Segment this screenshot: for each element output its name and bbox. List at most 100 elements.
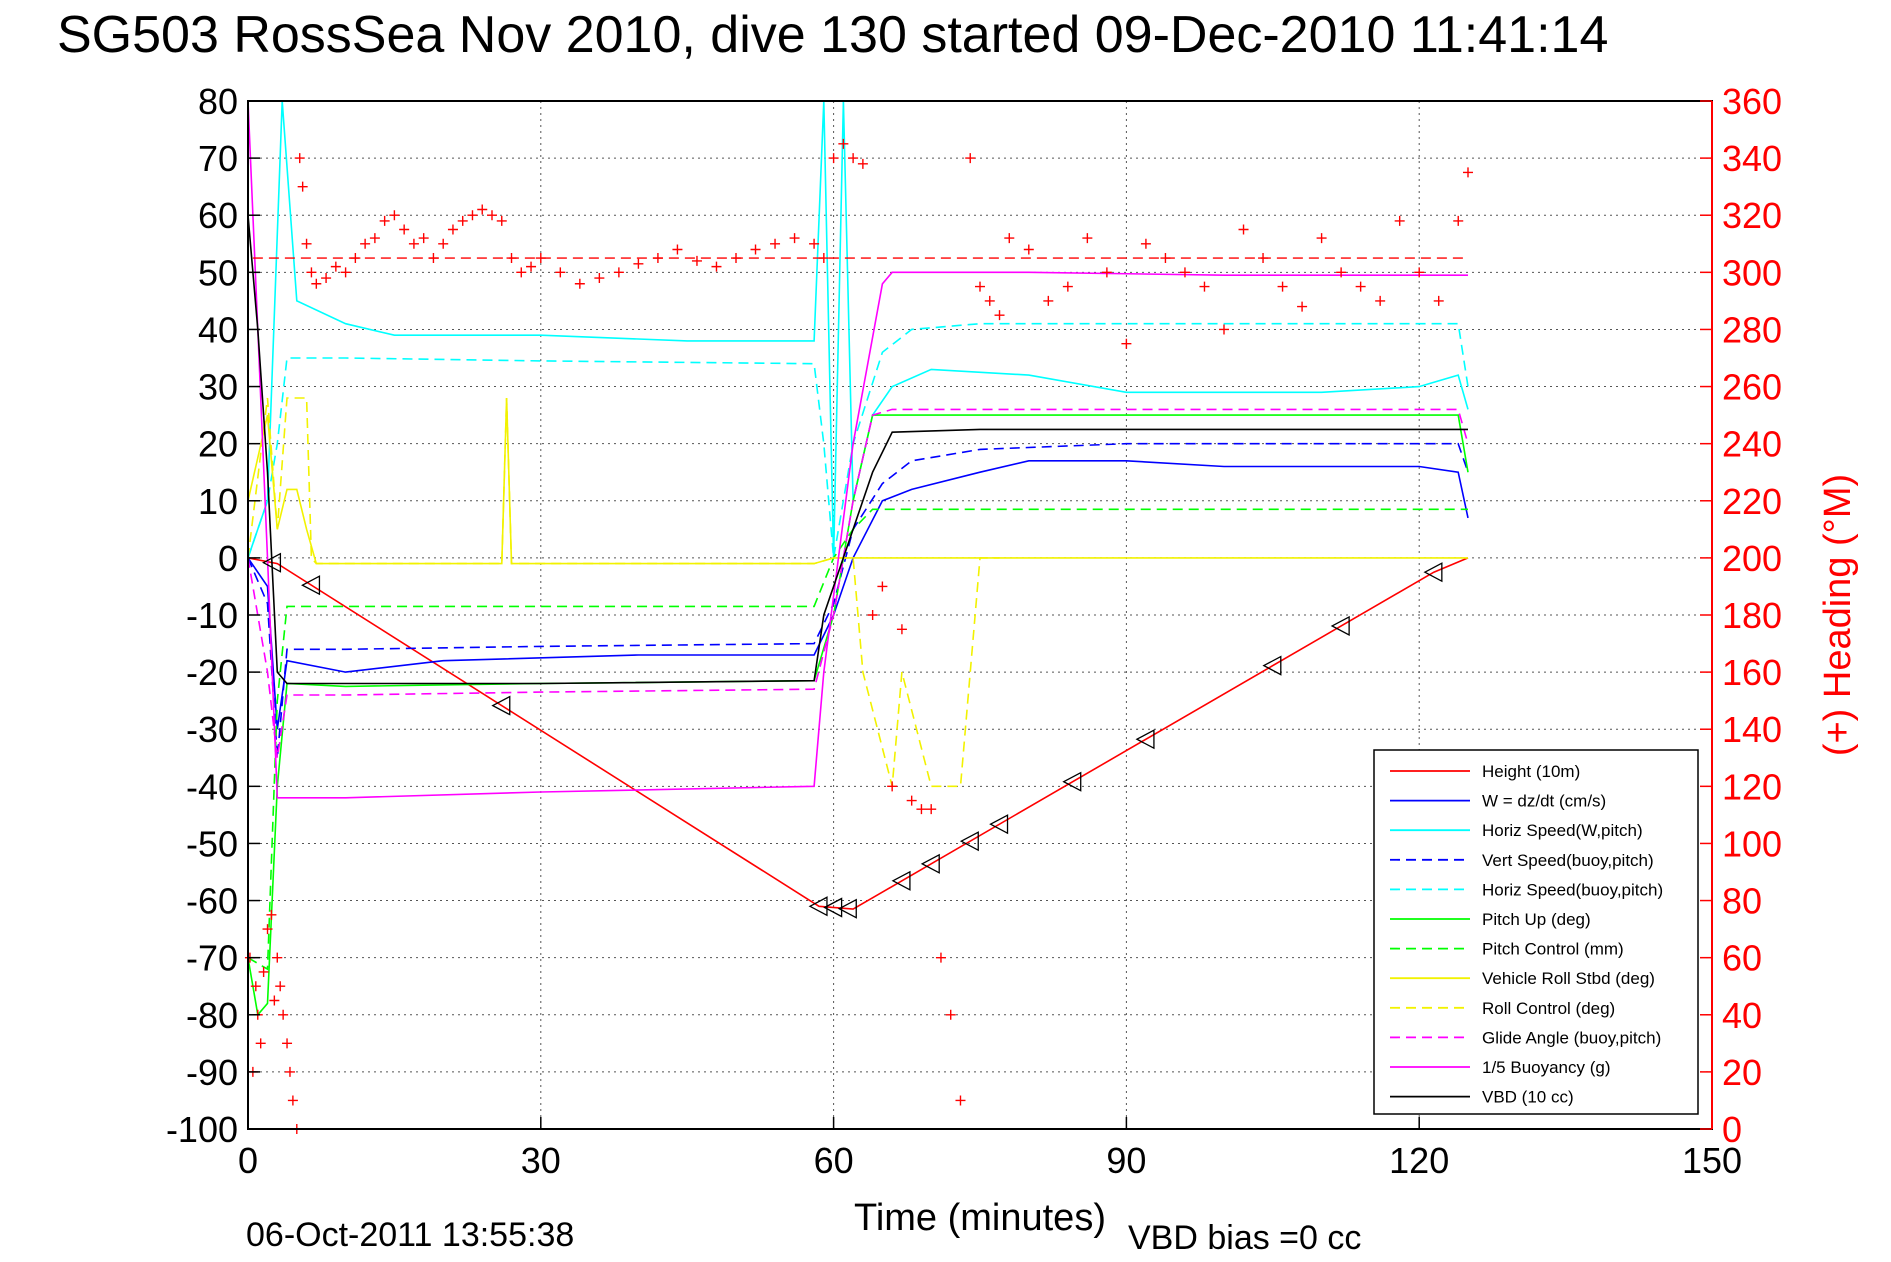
y2-tick-label: 160 [1722,652,1782,693]
y-tick-label: -30 [186,709,238,750]
heading-point [379,215,390,226]
height-marker [1330,615,1350,637]
heading-point [1316,233,1327,244]
heading-point [1414,267,1425,278]
height-marker [920,853,940,874]
y-tick-label: -50 [186,823,238,864]
x-tick-label: 0 [238,1140,258,1181]
heading-point [828,153,839,164]
chart-title: SG503 RossSea Nov 2010, dive 130 started… [57,6,1608,64]
heading-point [1160,253,1171,264]
heading-point [809,238,820,249]
heading-point [1238,224,1249,235]
heading-point [1453,215,1464,226]
y2-tick-label: 320 [1722,195,1782,236]
heading-point [269,995,280,1006]
heading-point [652,253,663,264]
y2-tick-label: 60 [1722,938,1762,979]
legend-label: Pitch Up (deg) [1482,910,1591,929]
height-marker [301,575,321,596]
heading-point [818,253,829,264]
heading-point [574,278,585,289]
y-tick-label: 60 [198,195,238,236]
y2-tick-label: 40 [1722,995,1762,1036]
y-tick-label: 50 [198,252,238,293]
x-tick-label: 60 [814,1140,854,1181]
heading-point [955,1095,966,1106]
heading-point [731,253,741,264]
heading-point [633,258,644,269]
y-tick-label: 30 [198,367,238,408]
heading-point [867,610,878,620]
heading-point [282,1038,293,1049]
heading-point [321,273,332,284]
legend-label: Horiz Speed(buoy,pitch) [1482,880,1663,899]
y-tick-label: 0 [218,538,238,579]
y-tick-label: -80 [186,995,238,1036]
heading-point [1101,267,1112,278]
heading-point [1463,167,1473,178]
y2-tick-label: 20 [1722,1052,1762,1093]
heading-point [984,295,995,306]
heading-point [1219,324,1229,335]
legend-label: Horiz Speed(W,pitch) [1482,821,1643,840]
heading-point [789,233,800,244]
height-marker [1262,655,1282,676]
y2-tick-label: 240 [1722,424,1782,465]
y2-tick-label: 260 [1722,367,1782,408]
legend-label: Pitch Control (mm) [1482,940,1624,959]
heading-point [467,210,478,221]
heading-point [1023,244,1034,255]
heading-point [301,238,312,249]
y-tick-label: 70 [198,138,238,179]
y2-tick-label: 220 [1722,481,1782,522]
height-marker [1062,771,1082,792]
heading-point [1394,215,1405,226]
heading-point [1375,295,1386,306]
y-tick-label: -20 [186,652,238,693]
y2-tick-label: 180 [1722,595,1782,636]
heading-point [1082,233,1093,244]
heading-point [916,804,927,815]
heading-point [770,238,781,249]
x-axis-label: Time (minutes) [854,1197,1106,1239]
legend-label: Glide Angle (buoy,pitch) [1482,1028,1661,1047]
height-marker [989,814,1009,835]
heading-point [965,153,976,164]
heading-point [691,255,702,266]
heading-point [255,1038,266,1049]
y2-tick-label: 200 [1722,538,1782,579]
y2-tick-label: 140 [1722,709,1782,750]
legend-label: Vert Speed(buoy,pitch) [1482,851,1654,870]
y2-tick-label: 300 [1722,252,1782,293]
heading-point [906,795,917,806]
x-tick-label: 90 [1106,1140,1146,1181]
heading-point [594,273,605,284]
y-tick-label: 40 [198,309,238,350]
heading-point [1004,233,1015,244]
heading-point [887,781,898,792]
heading-point [613,267,624,278]
heading-point [297,181,308,192]
heading-point [994,310,1005,321]
heading-point [496,215,507,226]
heading-point [457,215,468,226]
x-tick-label: 30 [521,1140,561,1181]
y2-tick-label: 100 [1722,823,1782,864]
height-marker [837,898,857,919]
y-tick-label: 10 [198,481,238,522]
heading-point [1179,267,1190,278]
y-tick-label: -40 [186,766,238,807]
series-line-3 [247,442,1469,758]
heading-point [258,966,269,977]
heading-point [1433,295,1444,306]
height-marker [1423,562,1443,583]
heading-point [250,981,261,992]
heading-point [262,924,273,935]
y-tick-label: -100 [166,1109,238,1150]
heading-point [838,138,849,149]
heading-point [526,261,537,272]
y2-tick-label: 80 [1722,881,1762,922]
heading-point [896,624,907,635]
